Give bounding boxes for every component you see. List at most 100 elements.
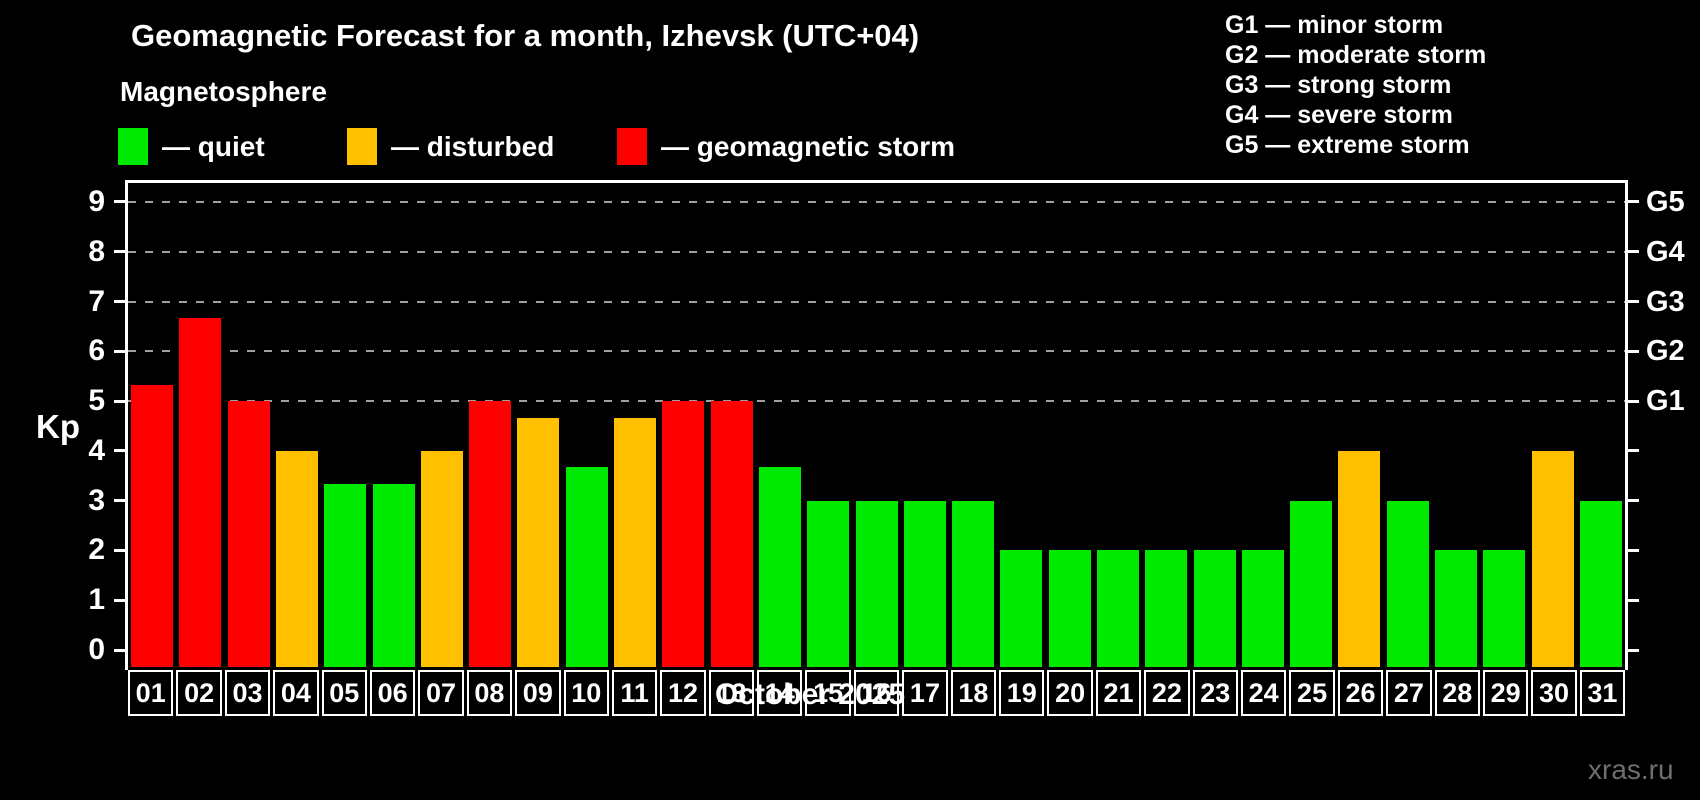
y-tick-label-7: 7 (88, 284, 105, 318)
day-label-26: 26 (1337, 670, 1384, 716)
day-label-19: 19 (999, 670, 1045, 716)
legend-label-disturbed: — disturbed (391, 130, 555, 162)
day-label-15: 15 (805, 670, 851, 716)
x-axis-day-labels: 01 02 03 04 05 06 07 08 09 10 11 12 13 14 15 16 17 18 19 20… (128, 670, 1626, 716)
legend-label-quiet: — quiet (162, 130, 265, 162)
bar-day-30 (1531, 450, 1574, 667)
g5-legend-line: G5 — extreme storm (1225, 131, 1470, 159)
day-label-16: 16 (853, 670, 900, 716)
y-tick-label-5: 5 (88, 384, 105, 418)
right-tick-6 (1628, 349, 1639, 353)
day-label-07: 07 (418, 670, 464, 716)
day-label-08: 08 (466, 670, 513, 716)
day-label-27: 27 (1386, 670, 1432, 716)
right-tick-3 (1628, 499, 1639, 503)
plot-area (128, 183, 1625, 667)
bar-day-26 (1338, 450, 1381, 667)
legend-item-disturbed: — disturbed (347, 128, 554, 165)
bar-day-22 (1145, 550, 1188, 667)
bar-day-27 (1386, 500, 1429, 667)
day-label-03: 03 (224, 670, 271, 716)
bar-day-28 (1434, 550, 1477, 667)
y-tick-7 (114, 300, 125, 304)
day-label-05: 05 (321, 670, 367, 716)
day-label-01: 01 (128, 670, 174, 716)
gridline-g1 (128, 400, 1625, 403)
bar-day-17 (903, 500, 946, 667)
bar-day-31 (1579, 500, 1622, 667)
bar-day-02 (179, 317, 222, 667)
gridline-g4 (128, 250, 1625, 253)
bar-day-13 (710, 401, 753, 667)
day-label-24: 24 (1240, 670, 1287, 716)
day-label-12: 12 (660, 670, 706, 716)
g1-legend-line: G1 — minor storm (1225, 11, 1444, 39)
y-tick-0 (114, 648, 125, 652)
bar-day-23 (1193, 550, 1236, 667)
y-tick-2 (114, 548, 125, 552)
legend-label-storm: — geomagnetic storm (661, 130, 956, 162)
watermark-link[interactable]: xras.ru (1588, 754, 1674, 785)
right-tick-label-g2: G2 (1646, 335, 1685, 368)
bar-day-14 (758, 467, 801, 667)
bar-day-10 (565, 467, 608, 667)
bar-day-29 (1483, 550, 1526, 667)
bar-day-04 (276, 450, 319, 667)
gridline-g2 (128, 350, 1625, 353)
day-label-25: 25 (1289, 670, 1335, 716)
y-tick-label-9: 9 (88, 184, 105, 218)
plot-right-spine (1625, 180, 1628, 670)
day-label-28: 28 (1434, 670, 1480, 716)
right-tick-label-g4: G4 (1646, 235, 1685, 268)
day-label-06: 06 (369, 670, 416, 716)
right-tick-4 (1628, 449, 1639, 453)
day-label-23: 23 (1192, 670, 1238, 716)
g2-legend-line: G2 — moderate storm (1225, 41, 1487, 69)
y-tick-8 (114, 250, 125, 254)
bar-day-24 (1241, 550, 1284, 667)
day-label-09: 09 (515, 670, 561, 716)
day-label-20: 20 (1047, 670, 1093, 716)
y-tick-label-2: 2 (88, 533, 105, 567)
right-tick-7 (1628, 300, 1639, 304)
g3-legend-line: G3 — strong storm (1225, 71, 1452, 99)
y-tick-6 (114, 349, 125, 353)
day-label-22: 22 (1144, 670, 1190, 716)
bar-day-18 (952, 500, 995, 667)
bar-day-03 (227, 401, 270, 667)
bar-day-19 (1000, 550, 1043, 667)
bar-day-06 (372, 484, 415, 667)
right-tick-label-g1: G1 (1646, 385, 1685, 418)
y-tick-9 (114, 200, 125, 204)
y-tick-5 (114, 399, 125, 403)
x-axis-title: October 2025 (714, 678, 906, 711)
g-scale-legend: G1 — minor storm G2 — moderate storm G3 … (1225, 10, 1486, 160)
bar-day-25 (1290, 500, 1333, 667)
chart-subtitle: Magnetosphere (120, 76, 327, 107)
kp-status-legend: — quiet — disturbed — geomagnetic storm (0, 128, 1100, 168)
y-tick-label-1: 1 (88, 583, 105, 617)
right-tick-0 (1628, 648, 1639, 652)
right-tick-label-g3: G3 (1646, 285, 1685, 318)
bar-day-20 (1048, 550, 1091, 667)
y-tick-1 (114, 598, 125, 602)
right-tick-8 (1628, 250, 1639, 254)
y-tick-3 (114, 499, 125, 503)
legend-item-quiet: — quiet (118, 128, 265, 165)
day-label-29: 29 (1482, 670, 1529, 716)
bar-day-08 (469, 401, 512, 667)
bar-day-12 (662, 401, 705, 667)
day-label-18: 18 (950, 670, 997, 716)
gridline-g5 (128, 200, 1625, 203)
bar-day-01 (131, 384, 174, 667)
bar-day-09 (517, 417, 560, 667)
day-label-17: 17 (902, 670, 948, 716)
y-tick-label-3: 3 (88, 483, 105, 517)
y-axis-title: Kp (36, 408, 80, 445)
chart-title: Geomagnetic Forecast for a month, Izhevs… (131, 18, 920, 53)
day-label-04: 04 (273, 670, 319, 716)
plot-left-spine (125, 180, 128, 670)
disturbed-color-swatch (347, 128, 377, 165)
day-label-30: 30 (1531, 670, 1577, 716)
